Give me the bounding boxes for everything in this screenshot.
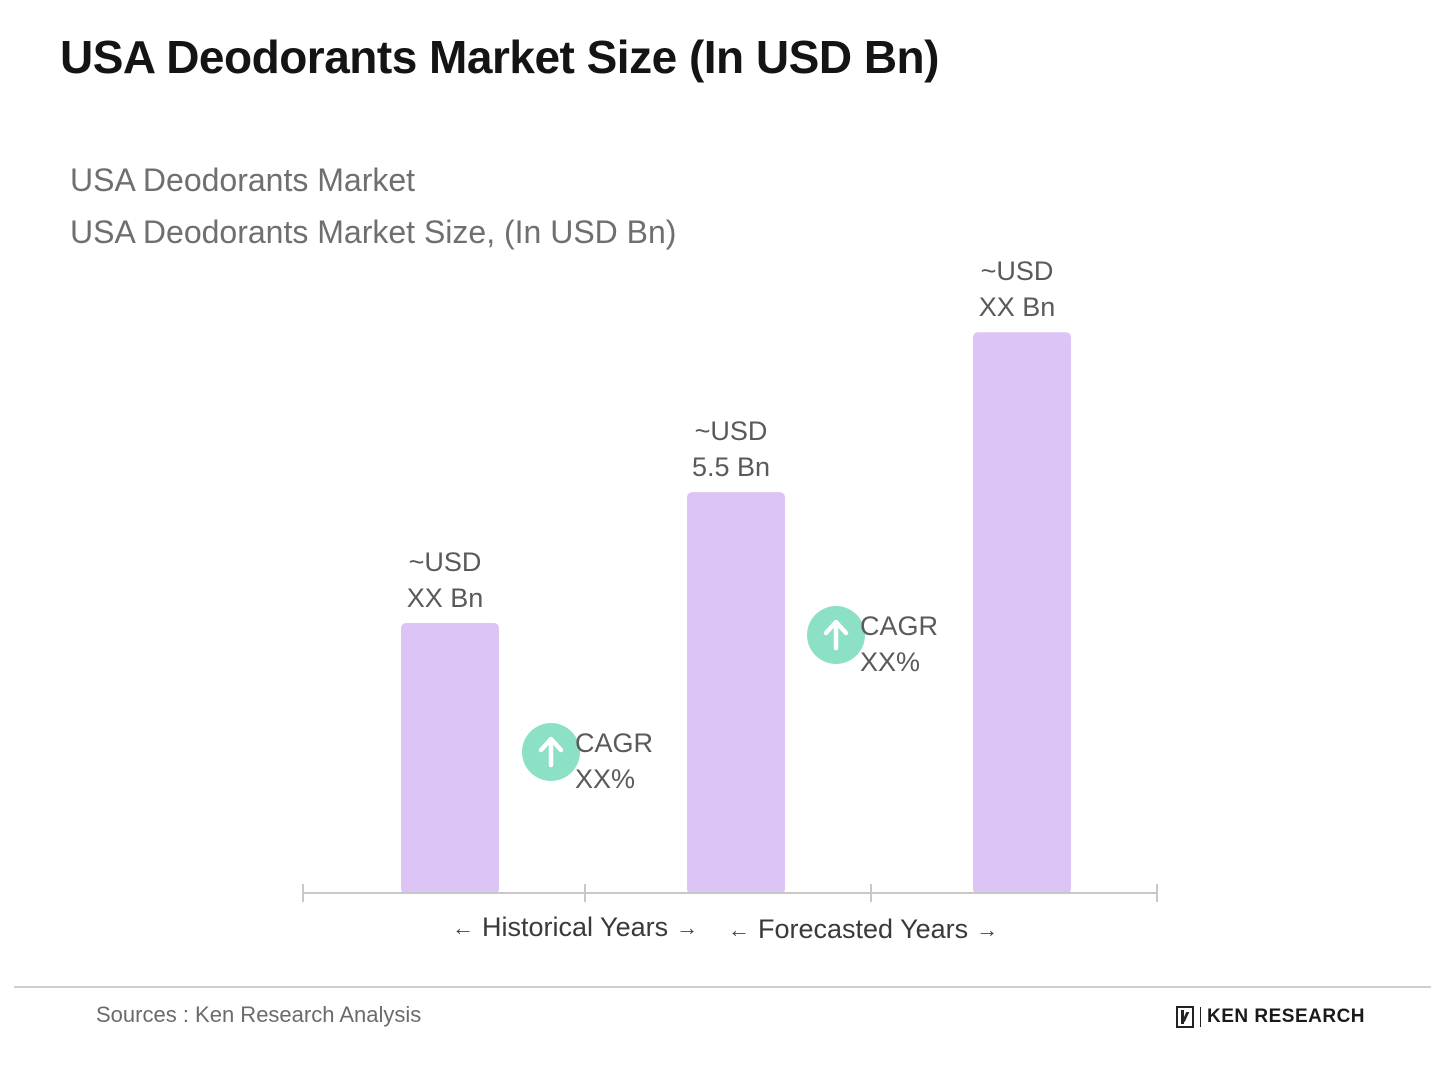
source-note: Sources : Ken Research Analysis [96, 1002, 422, 1027]
data-label: ~USD [981, 256, 1054, 286]
data-label: XX Bn [407, 583, 484, 613]
chart-title: USA Deodorants Market Size, (In USD Bn) [70, 214, 677, 250]
bar [973, 332, 1071, 895]
arrow-up-icon [538, 736, 564, 768]
cagr-annotation: CAGR XX% [522, 723, 653, 794]
bar [401, 623, 499, 894]
arrow-up-icon [823, 619, 849, 651]
cagr-label: XX% [860, 647, 920, 677]
period-label-forecasted: ← Forecasted Years → [728, 914, 998, 945]
period-label-text: Historical Years [482, 912, 669, 942]
arrow-left-icon: ← [728, 916, 750, 942]
page-title: USA Deodorants Market Size (In USD Bn) [60, 31, 939, 83]
footer-divider [14, 986, 1431, 988]
data-label: ~USD [409, 547, 482, 577]
chart-subtitle: USA Deodorants Market [70, 162, 416, 198]
period-label-text: Forecasted Years [758, 914, 969, 944]
brand-name: KEN RESEARCH [1207, 1006, 1366, 1027]
arrow-right-icon: → [676, 914, 699, 940]
data-label: 5.5 Bn [692, 452, 770, 482]
data-label: ~USD [695, 416, 768, 446]
arrow-left-icon: ← [452, 914, 474, 940]
ken-logo-icon [1176, 1006, 1194, 1028]
period-label-historical: ← Historical Years → [452, 912, 698, 943]
data-label: XX Bn [979, 292, 1056, 322]
cagr-label: CAGR [860, 611, 938, 641]
brand-logo: KEN RESEARCH [1176, 1006, 1365, 1028]
cagr-label: XX% [575, 764, 635, 794]
cagr-label: CAGR [575, 728, 653, 758]
bar [687, 492, 785, 894]
arrow-right-icon: → [976, 916, 999, 942]
cagr-annotation: CAGR XX% [807, 606, 938, 677]
logo-separator [1200, 1007, 1201, 1027]
